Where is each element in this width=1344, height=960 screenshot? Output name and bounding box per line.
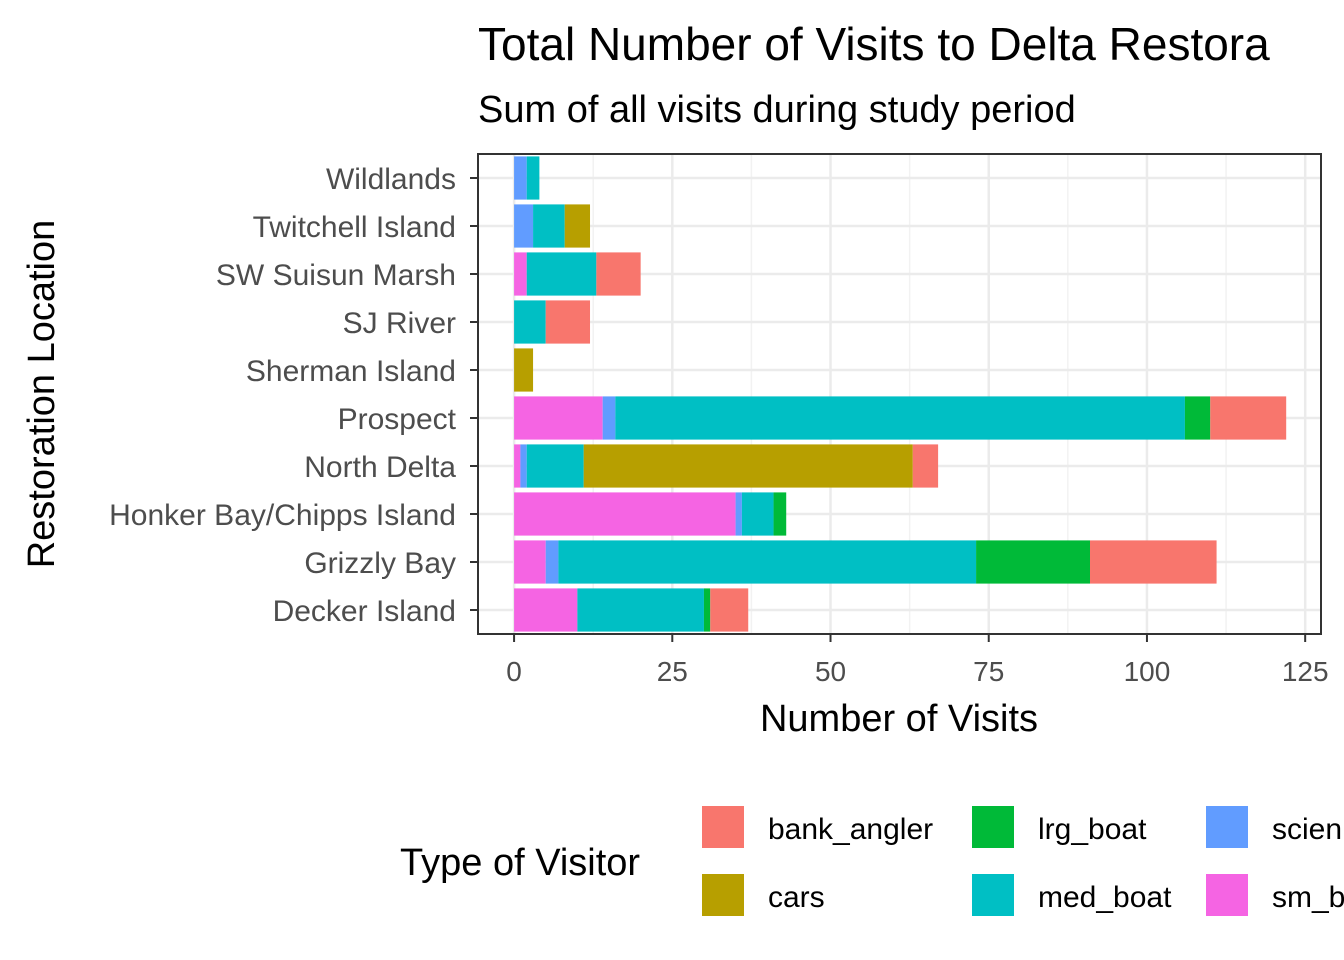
y-tick-label: Decker Island xyxy=(273,595,456,628)
y-tick-label: SW Suisun Marsh xyxy=(216,259,456,292)
bar-segment-scientist xyxy=(735,492,742,536)
y-tick-label: North Delta xyxy=(304,451,456,484)
chart-subtitle: Sum of all visits during study period xyxy=(478,89,1076,131)
legend-title: Type of Visitor xyxy=(400,842,640,884)
legend-key-bank_angler xyxy=(702,806,744,848)
bar-segment-med_boat xyxy=(514,300,546,344)
y-tick-label: Honker Bay/Chipps Island xyxy=(109,499,456,532)
y-tick-label: Sherman Island xyxy=(246,355,456,388)
y-axis-title: Restoration Location xyxy=(21,220,63,569)
legend-label: sm_b xyxy=(1272,881,1344,914)
bar-segment-bank_angler xyxy=(545,300,591,344)
bar-segment-lrg_boat xyxy=(773,492,787,536)
bar-segment-lrg_boat xyxy=(1184,396,1211,440)
panel-border xyxy=(477,153,1322,635)
bar-segment-scientist xyxy=(545,540,559,584)
legend-key-lrg_boat xyxy=(972,806,1014,848)
bar-segment-med_boat xyxy=(741,492,774,536)
bar-segment-scientist xyxy=(514,156,527,200)
bar-segment-med_boat xyxy=(526,444,584,488)
bar-segment-cars xyxy=(514,348,534,392)
bar-segment-scientist xyxy=(514,204,534,248)
legend-key-cars xyxy=(702,874,744,916)
bar-segment-scientist xyxy=(602,396,616,440)
bar-segment-bank_angler xyxy=(1210,396,1287,440)
bar-segment-cars xyxy=(583,444,913,488)
bar-segment-med_boat xyxy=(526,156,540,200)
y-tick-labels: Decker Island Grizzly Bay Honker Bay/Chipp… xyxy=(109,163,478,628)
bar-segment-sm_boat xyxy=(514,492,736,536)
bar-segment-med_boat xyxy=(533,204,565,248)
bar-segment-med_boat xyxy=(615,396,1185,440)
bar-segment-med_boat xyxy=(558,540,977,584)
y-tick-label: Twitchell Island xyxy=(253,211,456,244)
bar-segment-bank_angler xyxy=(596,252,641,296)
legend-label: med_boat xyxy=(1038,881,1172,914)
legend-label: lrg_boat xyxy=(1038,813,1147,846)
x-tick-label: 100 xyxy=(1124,656,1171,687)
legend-key-scientist xyxy=(1206,806,1248,848)
bar-segment-sm_boat xyxy=(514,252,527,296)
bar-segment-med_boat xyxy=(577,588,704,632)
x-tick-label: 25 xyxy=(657,656,688,687)
bar-segment-sm_boat xyxy=(514,444,521,488)
bar-segment-scientist xyxy=(520,444,527,488)
bar-segment-sm_boat xyxy=(514,396,603,440)
bar-segment-bank_angler xyxy=(1089,540,1217,584)
x-tick-label: 75 xyxy=(973,656,1004,687)
bar-segment-cars xyxy=(564,204,591,248)
chart-title: Total Number of Visits to Delta Restora xyxy=(478,18,1270,70)
x-tick-label: 50 xyxy=(815,656,846,687)
y-tick-label: Prospect xyxy=(338,403,457,436)
x-ticks: 0 25 50 75 100 125 xyxy=(506,634,1329,687)
legend-label: scien xyxy=(1272,813,1342,846)
bar-segment-lrg_boat xyxy=(703,588,711,632)
legend-key-med_boat xyxy=(972,874,1014,916)
y-tick-label: Grizzly Bay xyxy=(304,547,456,580)
y-tick-label: SJ River xyxy=(343,307,456,340)
bar-segment-bank_angler xyxy=(912,444,939,488)
x-axis-title: Number of Visits xyxy=(760,698,1038,740)
bar-segment-lrg_boat xyxy=(976,540,1090,584)
bars xyxy=(514,156,1287,632)
x-tick-label: 0 xyxy=(506,656,522,687)
x-tick-label: 125 xyxy=(1282,656,1329,687)
y-tick-label: Wildlands xyxy=(326,163,456,196)
bar-segment-bank_angler xyxy=(710,588,749,632)
legend-label: cars xyxy=(768,881,825,914)
legend-label: bank_angler xyxy=(768,813,933,846)
bar-segment-med_boat xyxy=(526,252,597,296)
legend-key-sm_boat xyxy=(1206,874,1248,916)
bar-segment-sm_boat xyxy=(514,540,546,584)
bar-segment-sm_boat xyxy=(514,588,578,632)
